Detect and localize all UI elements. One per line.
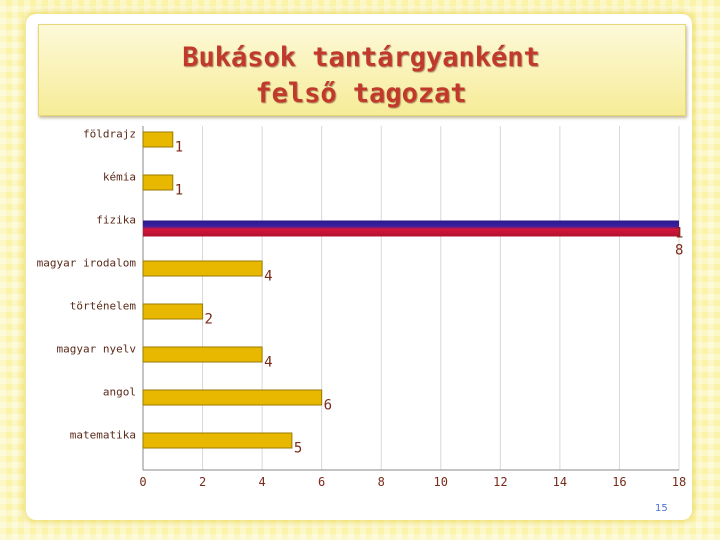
category-label: magyar nyelv [57, 343, 137, 356]
x-tick-label: 14 [553, 475, 567, 489]
x-tick-label: 2 [199, 475, 206, 489]
x-tick-label: 4 [258, 475, 265, 489]
category-label: angol [103, 386, 136, 399]
bars [142, 131, 679, 449]
category-label: matematika [70, 429, 136, 442]
x-tick-label: 16 [612, 475, 626, 489]
grid-lines [142, 126, 680, 471]
page-number: 15 [655, 503, 668, 514]
bar-1 [142, 174, 174, 191]
category-labels: földrajz kémia fizika magyar irodalom történ… [37, 128, 137, 442]
value-label: 4 [264, 269, 272, 285]
title-box [38, 24, 686, 116]
value-label: 1 [675, 226, 683, 242]
value-label: 6 [324, 398, 332, 414]
bar-4 [142, 303, 204, 320]
chart-title-line-2: felső tagozat [255, 78, 467, 109]
x-tick-labels: 0 2 4 6 8 10 12 14 16 18 [139, 475, 686, 489]
x-tick-label: 8 [378, 475, 385, 489]
value-label: 8 [675, 243, 683, 259]
value-label: 4 [264, 355, 272, 371]
chart-title-line-1: Bukások tantárgyanként [182, 42, 540, 73]
bar-5 [142, 346, 263, 363]
bar-3 [142, 260, 263, 277]
bar-6 [142, 389, 323, 406]
category-label: magyar irodalom [37, 257, 137, 270]
category-label: földrajz [83, 128, 136, 141]
value-label: 1 [175, 140, 183, 156]
x-tick-label: 18 [672, 475, 686, 489]
category-label: fizika [96, 214, 136, 227]
x-tick-label: 12 [493, 475, 507, 489]
value-label: 1 [175, 183, 183, 199]
x-tick-label: 6 [318, 475, 325, 489]
value-label: 2 [205, 312, 213, 328]
bar-2 [143, 220, 679, 237]
category-label: történelem [70, 300, 137, 313]
category-label: kémia [103, 171, 136, 184]
x-tick-label: 0 [139, 475, 146, 489]
bar-7 [142, 432, 293, 449]
value-label: 5 [294, 441, 302, 457]
x-tick-label: 10 [434, 475, 448, 489]
bar-0 [142, 131, 174, 148]
